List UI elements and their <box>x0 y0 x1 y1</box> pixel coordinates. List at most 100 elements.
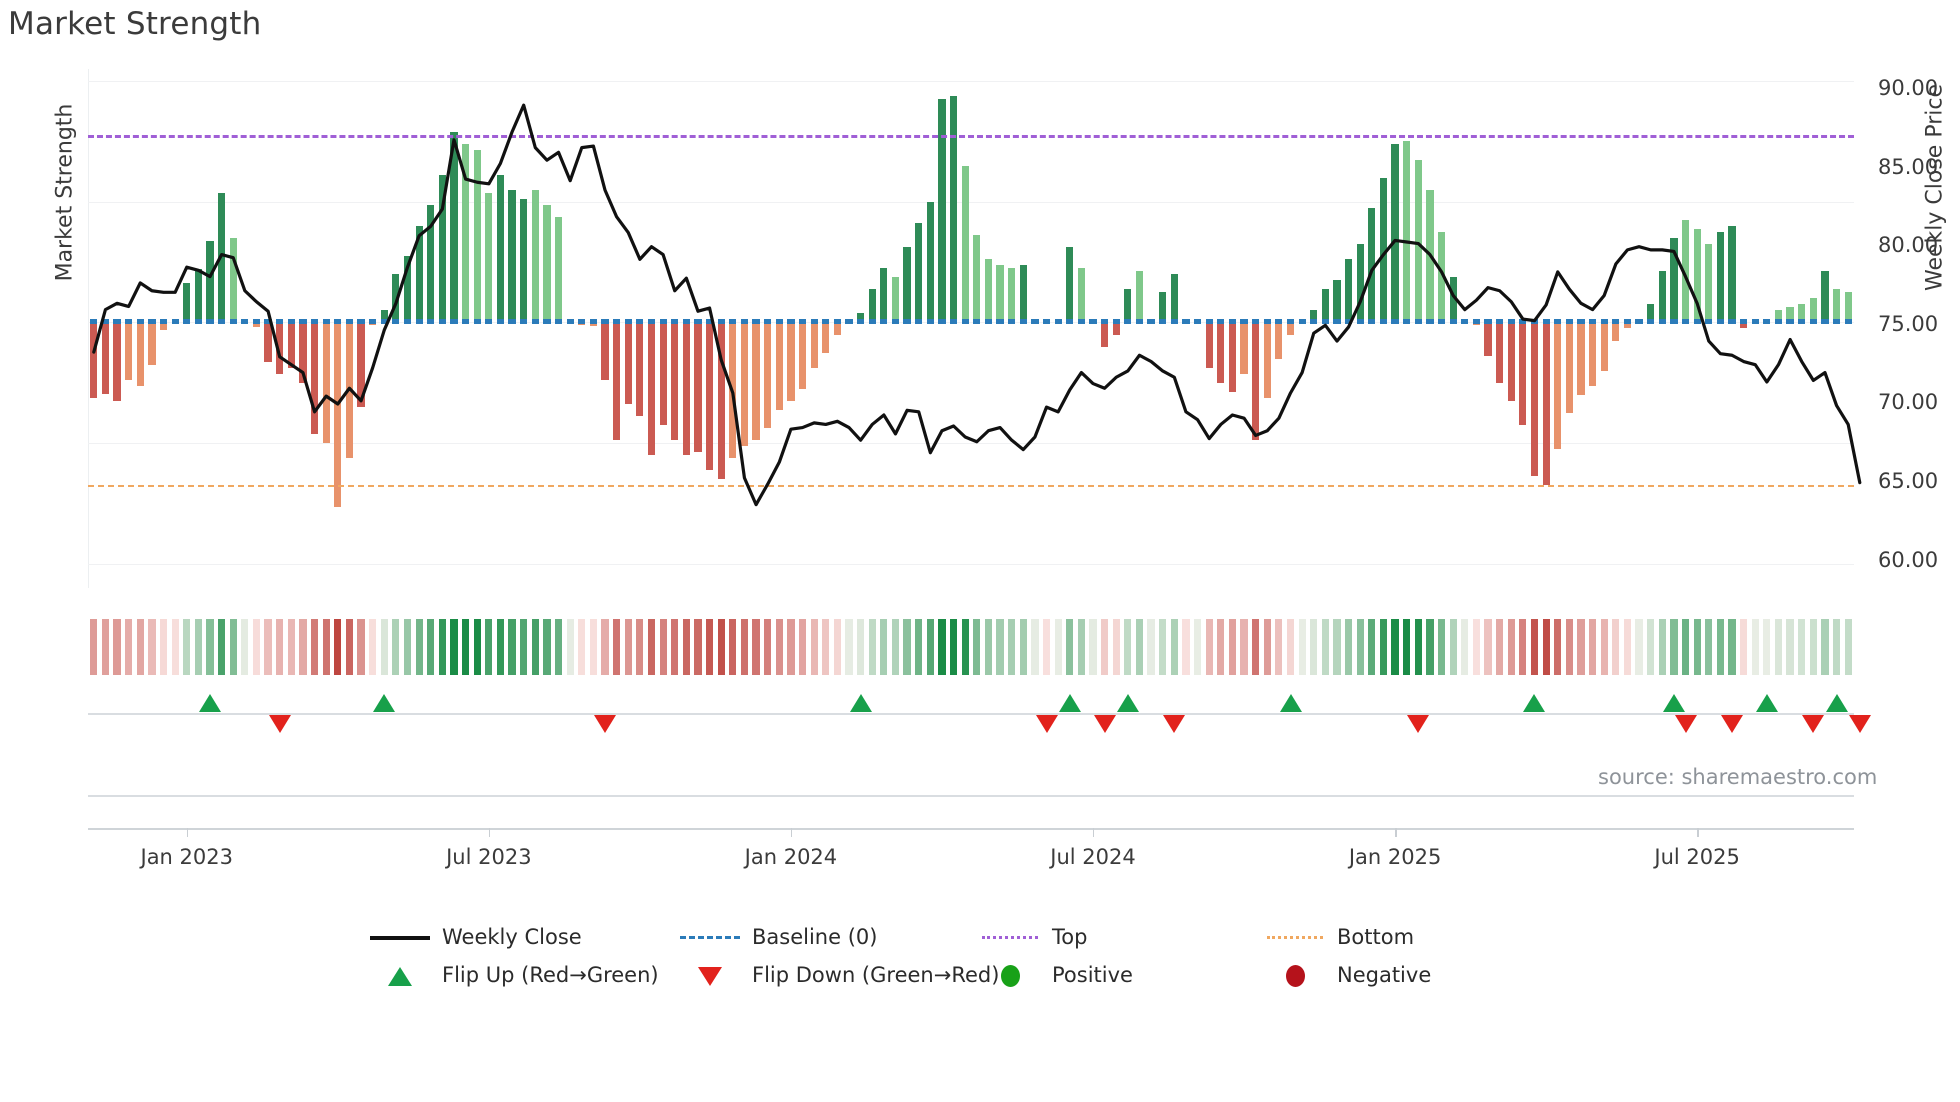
baseline-dash <box>1681 319 1690 325</box>
heatmap-cell <box>241 619 249 675</box>
baseline-dash <box>1019 319 1027 325</box>
legend-item[interactable]: Negative <box>1265 963 1431 987</box>
strength-bar <box>1647 304 1655 323</box>
heatmap-cell <box>1472 619 1480 675</box>
baseline-dash <box>148 319 156 325</box>
strength-bar <box>1542 322 1550 486</box>
legend-item[interactable]: Weekly Close <box>370 925 582 949</box>
baseline-dash <box>1101 319 1109 325</box>
heatmap-cell <box>1577 619 1585 675</box>
source-caption: source: sharemaestro.com <box>1598 765 1878 789</box>
baseline-dash <box>1205 319 1213 325</box>
heatmap-cell <box>613 619 621 675</box>
strength-bar <box>891 277 900 323</box>
strength-bar <box>1263 322 1271 398</box>
heatmap-cell <box>380 619 388 675</box>
legend-item[interactable]: Positive <box>980 963 1133 987</box>
baseline-dash <box>1716 319 1724 325</box>
strength-bar <box>1344 259 1353 323</box>
strength-bar <box>705 322 714 471</box>
heatmap-cell <box>915 619 923 675</box>
strength-bar <box>1124 289 1132 323</box>
heatmap-cell <box>1333 619 1341 675</box>
flip-up-marker <box>1279 694 1302 712</box>
strength-bar <box>520 198 528 323</box>
legend-item[interactable]: Flip Up (Red→Green) <box>370 963 659 987</box>
baseline-dash <box>461 319 470 325</box>
heatmap-cell <box>438 619 446 675</box>
heatmap-cell <box>299 619 307 675</box>
heatmap-cell <box>1031 619 1039 675</box>
baseline-dash <box>403 319 412 325</box>
legend-item[interactable]: Flip Down (Green→Red) <box>680 963 999 987</box>
baseline-dash <box>1008 319 1016 325</box>
heatmap-cell <box>822 619 830 675</box>
baseline-dash <box>322 319 330 325</box>
heatmap-cell <box>345 619 354 675</box>
strength-bar <box>671 322 679 441</box>
baseline-dash <box>973 319 981 325</box>
strength-bar <box>1821 271 1829 323</box>
strength-bar <box>1379 177 1388 323</box>
baseline-dash <box>1786 319 1794 325</box>
heatmap-cell <box>1786 619 1794 675</box>
flip-up-marker <box>849 694 872 712</box>
heatmap-cell <box>520 619 528 675</box>
baseline-dash <box>938 319 946 325</box>
heatmap-cell <box>485 619 493 675</box>
heatmap-cell <box>1600 619 1608 675</box>
baseline-dash <box>520 319 528 325</box>
flip-down-marker <box>1674 715 1697 733</box>
heatmap-cell <box>1101 619 1109 675</box>
heatmap-cell <box>984 619 993 675</box>
baseline-dash <box>357 319 365 325</box>
heatmap-cell <box>194 619 202 675</box>
baseline-dash <box>857 319 865 325</box>
strength-bar <box>1321 289 1329 323</box>
heatmap-cell <box>450 619 458 675</box>
strength-bar <box>125 322 133 380</box>
heatmap-cell <box>891 619 900 675</box>
baseline-dash <box>1159 319 1167 325</box>
heatmap-cell <box>229 619 237 675</box>
divider-line-upper <box>88 795 1854 797</box>
strength-bar <box>473 150 481 323</box>
heatmap-cell <box>1344 619 1353 675</box>
baseline-dash <box>1217 319 1225 325</box>
baseline-dash <box>1705 319 1713 325</box>
baseline-dash <box>415 319 423 325</box>
strength-bar <box>1681 219 1690 323</box>
heatmap-cell <box>694 619 702 675</box>
heatmap-cell <box>705 619 714 675</box>
heatmap-cell <box>369 619 377 675</box>
baseline-dash <box>1763 319 1771 325</box>
strength-bar <box>1716 231 1724 323</box>
legend-item[interactable]: Bottom <box>1265 925 1414 949</box>
heatmap-cell <box>740 619 749 675</box>
heatmap-cell <box>1182 619 1190 675</box>
baseline-dash <box>996 319 1004 325</box>
baseline-dash <box>1612 319 1620 325</box>
baseline-dash <box>1414 319 1422 325</box>
baseline-dash <box>1031 319 1039 325</box>
strength-bar <box>1565 322 1573 413</box>
heatmap-cell <box>671 619 679 675</box>
heatmap-cell <box>1635 619 1643 675</box>
legend-item[interactable]: Top <box>980 925 1087 949</box>
strength-bar <box>1774 310 1783 323</box>
heatmap-cell <box>752 619 760 675</box>
flip-up-marker <box>1116 694 1139 712</box>
heatmap-cell <box>961 619 969 675</box>
strength-bar <box>961 165 969 323</box>
baseline-dash <box>1193 319 1202 325</box>
baseline-dash <box>880 319 888 325</box>
heatmap-cell <box>1705 619 1713 675</box>
strength-bar <box>822 322 830 353</box>
legend-item[interactable]: Baseline (0) <box>680 925 877 949</box>
heatmap-cell <box>415 619 423 675</box>
strength-bar <box>1077 268 1085 323</box>
baseline-dash <box>194 319 202 325</box>
heatmap-cell <box>601 619 609 675</box>
baseline-dash <box>276 319 284 325</box>
strength-bar <box>868 289 876 323</box>
